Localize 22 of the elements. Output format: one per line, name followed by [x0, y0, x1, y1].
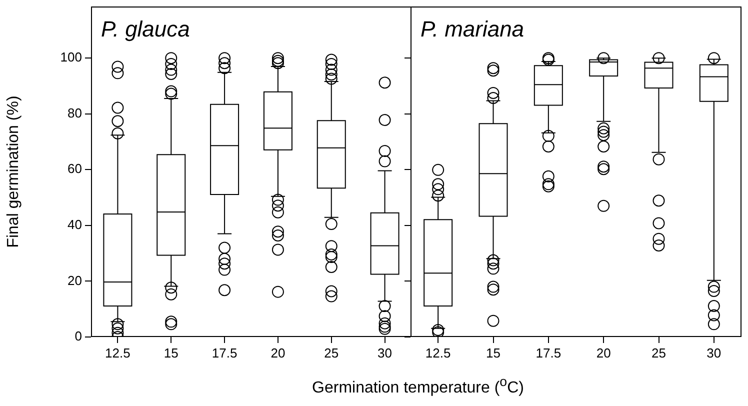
x-tick-label: 30 — [706, 345, 722, 360]
x-tick-label: 25 — [324, 345, 339, 360]
x-tick-label: 17.5 — [536, 345, 562, 360]
x-tick-label: 20 — [596, 345, 611, 360]
x-tick-label: 15 — [164, 345, 178, 360]
y-tick-label: 40 — [68, 217, 82, 232]
y-tick-label: 0 — [74, 328, 82, 344]
y-tick-label: 100 — [60, 50, 82, 65]
x-axis-title: Germination temperature ($^{o}$C) — [311, 374, 525, 398]
text: P. glauca — [101, 16, 190, 42]
x-tick-label: 25 — [652, 345, 666, 360]
x-tick-label: 30 — [378, 345, 392, 360]
x-tick-label: 20 — [270, 345, 286, 360]
x-tick-label: 12.5 — [425, 345, 451, 360]
y-tick-label: 80 — [68, 105, 82, 120]
y-tick-label: 60 — [68, 161, 82, 176]
x-tick-label: 12.5 — [105, 345, 130, 360]
y-axis-title: Final germination (%) — [5, 96, 22, 248]
text: P. mariana — [420, 16, 524, 42]
x-tick-label: 15 — [486, 345, 500, 360]
y-tick-label: 20 — [68, 272, 82, 288]
x-tick-label: 17.5 — [212, 345, 238, 360]
